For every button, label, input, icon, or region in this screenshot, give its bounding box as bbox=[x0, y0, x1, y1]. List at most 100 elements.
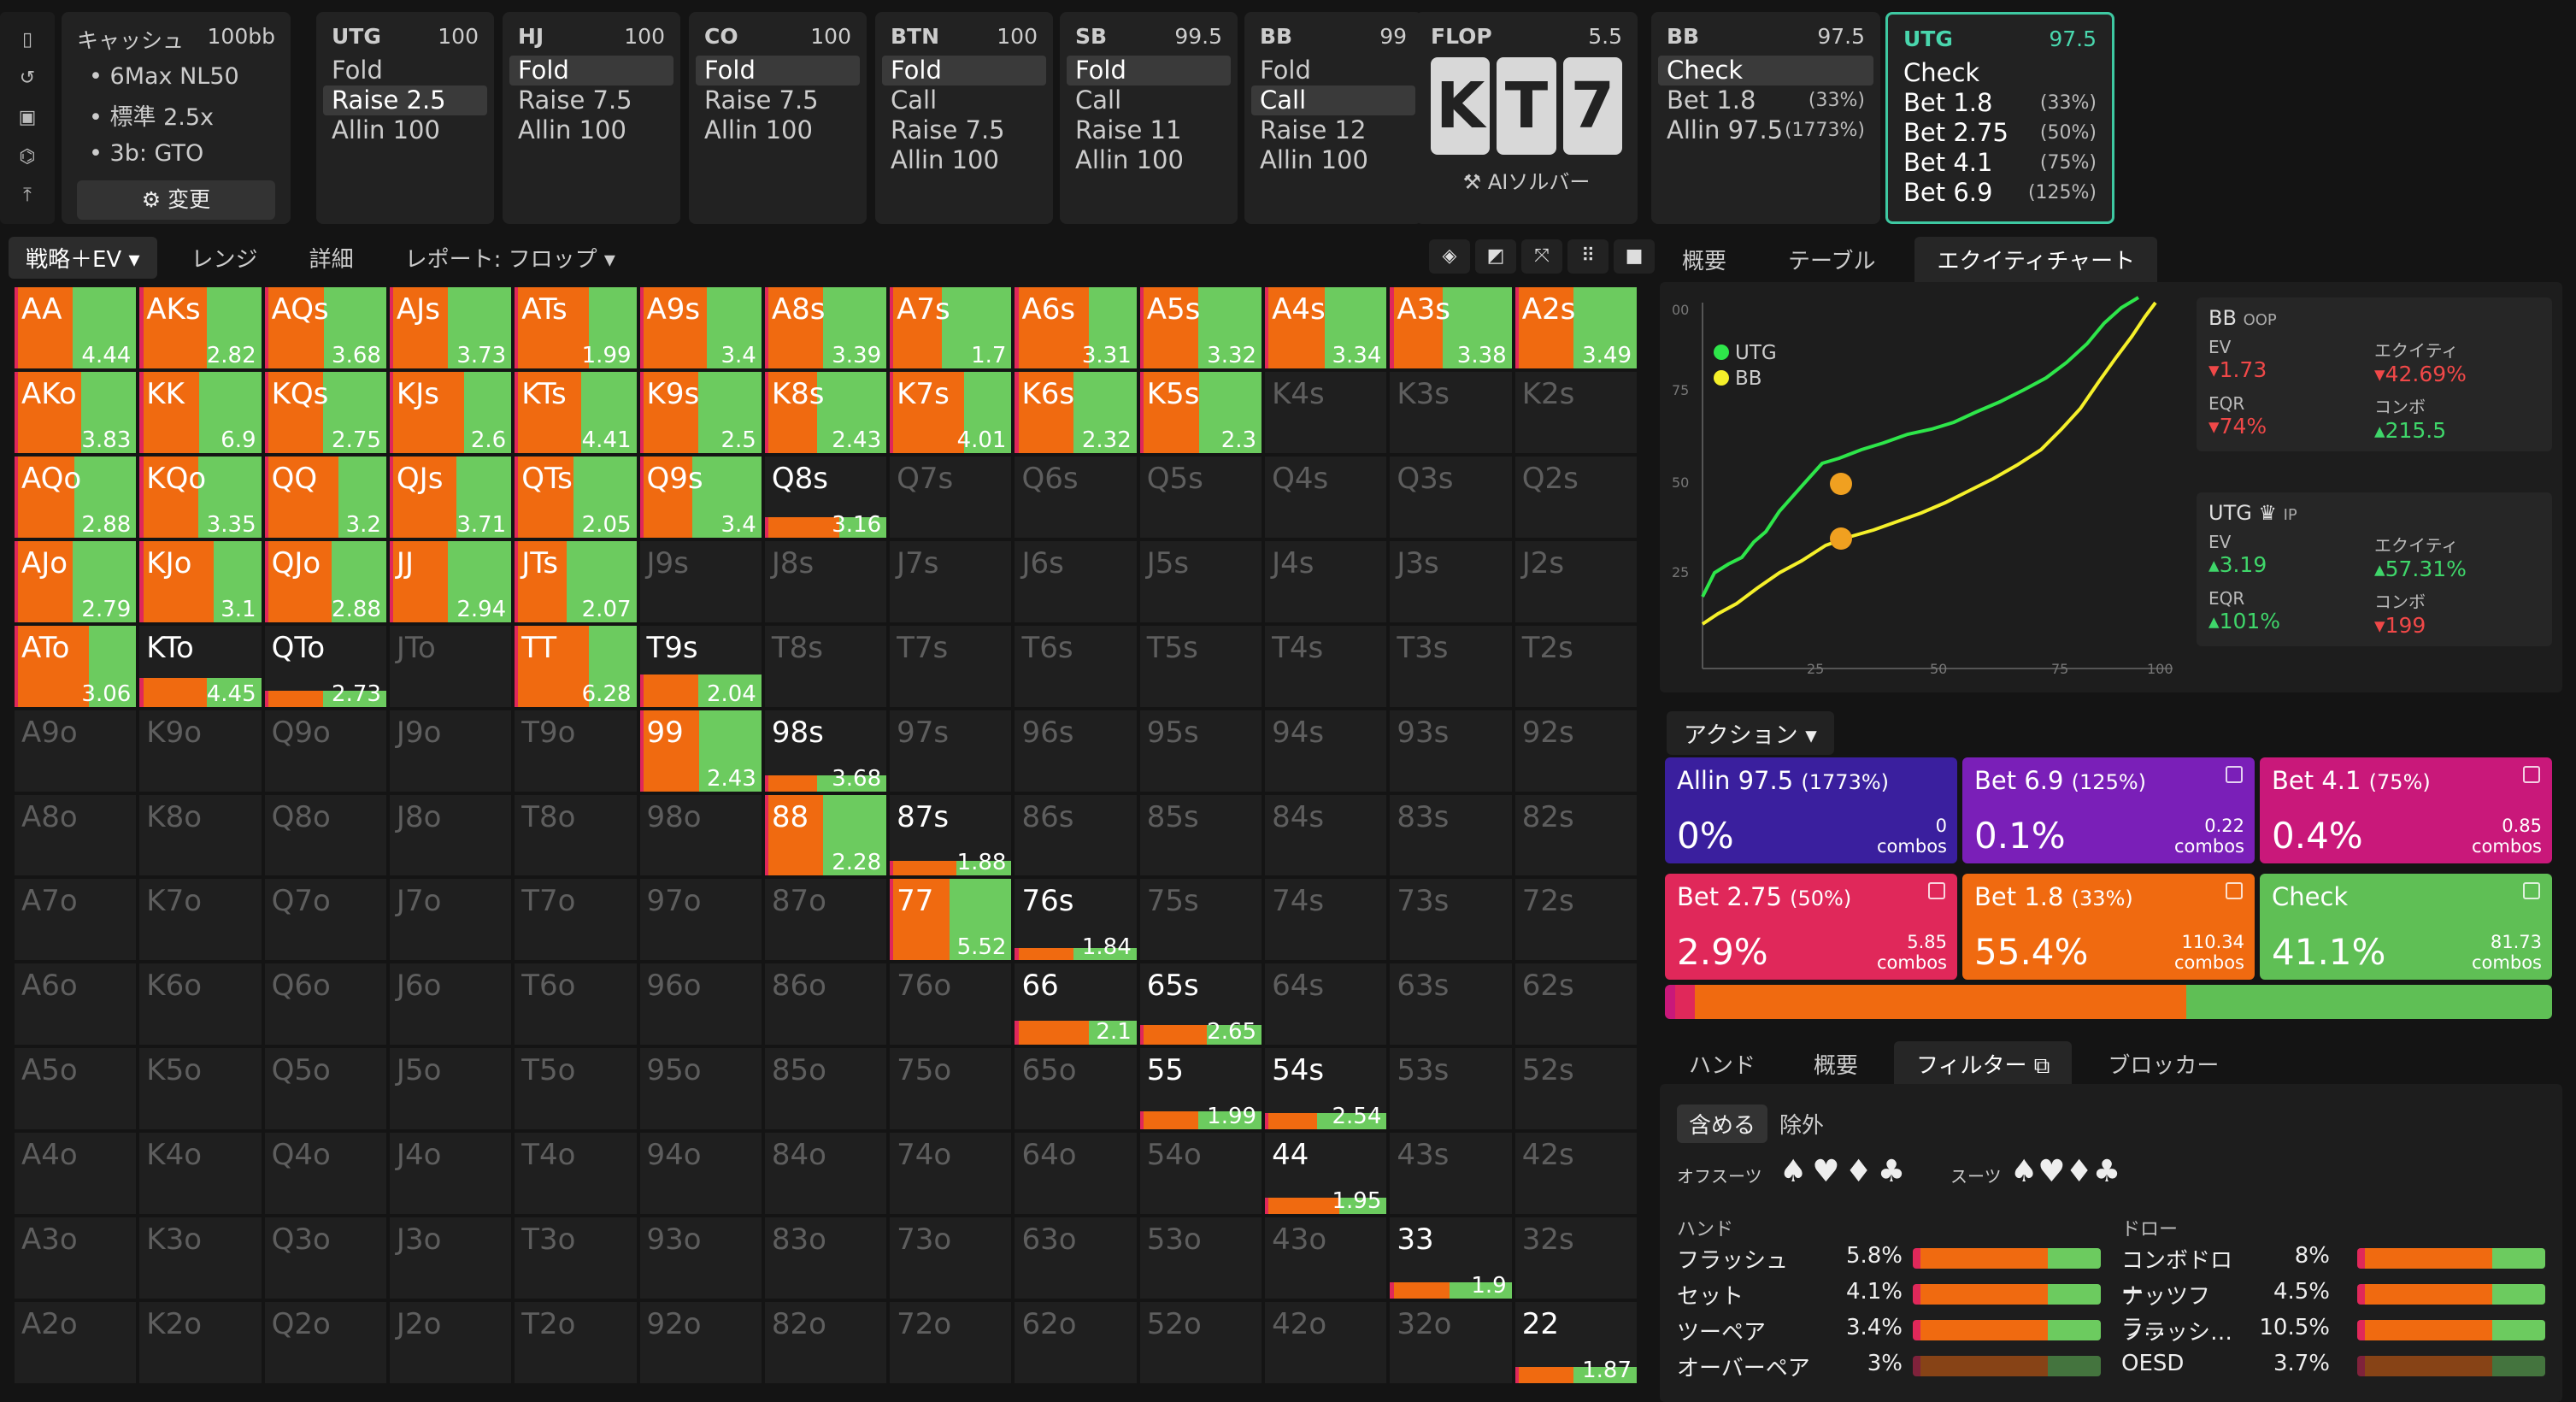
hand-cell-AJo[interactable]: AJo 2.79 bbox=[15, 540, 137, 622]
hand-cell-83s[interactable]: 83s bbox=[1390, 794, 1512, 876]
hand-cell-Q8s[interactable]: Q8s 3.16 bbox=[764, 456, 887, 538]
hand-cell-T7s[interactable]: T7s bbox=[890, 625, 1012, 707]
hand-cell-A4s[interactable]: A4s 3.34 bbox=[1265, 287, 1387, 368]
hand-cell-43s[interactable]: 43s bbox=[1390, 1133, 1512, 1215]
action-option[interactable]: Bet 1.8 (33%) bbox=[1667, 85, 1865, 115]
expand-icon[interactable]: ⤧ bbox=[1521, 239, 1562, 274]
hand-cell-Q4o[interactable]: Q4o bbox=[264, 1133, 386, 1215]
hand-cell-J5s[interactable]: J5s bbox=[1139, 540, 1262, 622]
hand-cell-32o[interactable]: 32o bbox=[1390, 1302, 1512, 1383]
hand-cell-53s[interactable]: 53s bbox=[1390, 1048, 1512, 1130]
hand-cell-J8o[interactable]: J8o bbox=[389, 794, 512, 876]
hand-cell-82s[interactable]: 82s bbox=[1514, 794, 1637, 876]
hand-cell-K5o[interactable]: K5o bbox=[139, 1048, 262, 1130]
hand-cell-63s[interactable]: 63s bbox=[1390, 963, 1512, 1046]
tab-hands[interactable]: ハンド bbox=[1689, 1053, 1756, 1079]
draw-category[interactable]: ナッツフラ… bbox=[2121, 1284, 2211, 1341]
hand-cell-43o[interactable]: 43o bbox=[1265, 1217, 1387, 1299]
hand-cell-95s[interactable]: 95s bbox=[1139, 710, 1262, 792]
hand-cell-T9o[interactable]: T9o bbox=[515, 710, 637, 792]
hand-cell-J9s[interactable]: J9s bbox=[639, 540, 762, 622]
action-option[interactable]: Bet 6.9 (125%) bbox=[1903, 178, 2097, 207]
hand-cell-J8s[interactable]: J8s bbox=[764, 540, 887, 622]
hand-cell-T6s[interactable]: T6s bbox=[1015, 625, 1137, 707]
hand-cell-A3o[interactable]: A3o bbox=[15, 1217, 137, 1299]
hand-cell-KTs[interactable]: KTs 4.41 bbox=[515, 371, 637, 453]
exclude-toggle[interactable]: 除外 bbox=[1779, 1113, 1825, 1139]
bb-node-panel[interactable]: BB 97.5 Check Bet 1.8 (33%) Allin 97.5 (1773%) bbox=[1651, 12, 1880, 224]
hand-cell-A9o[interactable]: A9o bbox=[15, 710, 137, 792]
hand-cell-K7s[interactable]: K7s 4.01 bbox=[890, 371, 1012, 453]
action-card[interactable]: Bet 4.1 (75%) 0.4% 0.85 combos bbox=[2260, 757, 2552, 863]
hand-cell-Q8o[interactable]: Q8o bbox=[264, 794, 386, 876]
hand-cell-Q6o[interactable]: Q6o bbox=[264, 963, 386, 1046]
hand-cell-K3s[interactable]: K3s bbox=[1390, 371, 1512, 453]
hand-cell-T7o[interactable]: T7o bbox=[515, 879, 637, 961]
hand-cell-KK[interactable]: KK 6.9 bbox=[139, 371, 262, 453]
hand-cell-K9o[interactable]: K9o bbox=[139, 710, 262, 792]
action-card[interactable]: Check 41.1% 81.73 combos bbox=[2260, 874, 2552, 980]
cube-icon[interactable]: ◈ bbox=[1429, 239, 1470, 274]
draw-category[interactable]: コンボドロー bbox=[2121, 1248, 2233, 1305]
hand-cell-QTo[interactable]: QTo 2.73 bbox=[264, 625, 386, 707]
action-option[interactable]: Raise 11 bbox=[1075, 115, 1182, 144]
position-panel-utg[interactable]: UTG 100 Fold Raise 2.5 Allin 100 bbox=[316, 12, 494, 224]
position-panel-co[interactable]: CO 100 Fold Raise 7.5 Allin 100 bbox=[689, 12, 867, 224]
hand-cell-33[interactable]: 33 1.9 bbox=[1390, 1217, 1512, 1299]
hand-cell-ATs[interactable]: ATs 1.99 bbox=[515, 287, 637, 368]
action-option[interactable]: Raise 7.5 bbox=[891, 115, 1005, 144]
hand-category[interactable]: オーバーペア bbox=[1677, 1356, 1810, 1381]
hand-cell-93s[interactable]: 93s bbox=[1390, 710, 1512, 792]
hand-cell-87o[interactable]: 87o bbox=[764, 879, 887, 961]
hand-cell-K4o[interactable]: K4o bbox=[139, 1133, 262, 1215]
draw-category[interactable]: フラッシ… bbox=[2121, 1320, 2233, 1346]
hand-cell-75o[interactable]: 75o bbox=[890, 1048, 1012, 1130]
hand-cell-T4o[interactable]: T4o bbox=[515, 1133, 637, 1215]
hand-cell-A2s[interactable]: A2s 3.49 bbox=[1514, 287, 1637, 368]
action-option[interactable]: Fold bbox=[882, 56, 1046, 85]
hand-cell-T4s[interactable]: T4s bbox=[1265, 625, 1387, 707]
action-option[interactable]: Allin 100 bbox=[1075, 145, 1184, 174]
hand-cell-AKo[interactable]: AKo 3.83 bbox=[15, 371, 137, 453]
hand-cell-K3o[interactable]: K3o bbox=[139, 1217, 262, 1299]
action-option[interactable]: Fold bbox=[332, 56, 383, 85]
hand-cell-JTo[interactable]: JTo bbox=[389, 625, 512, 707]
hand-cell-99[interactable]: 99 2.43 bbox=[639, 710, 762, 792]
hand-cell-K5s[interactable]: K5s 2.3 bbox=[1139, 371, 1262, 453]
action-option[interactable]: Allin 100 bbox=[891, 145, 999, 174]
hand-cell-K4s[interactable]: K4s bbox=[1265, 371, 1387, 453]
action-card[interactable]: Allin 97.5 (1773%) 0% 0 combos bbox=[1665, 757, 1957, 863]
bookmark-icon[interactable]: ▯ bbox=[21, 28, 33, 50]
hand-cell-K6s[interactable]: K6s 2.32 bbox=[1015, 371, 1137, 453]
action-option[interactable]: Allin 100 bbox=[332, 115, 440, 144]
hand-cell-Q7o[interactable]: Q7o bbox=[264, 879, 386, 961]
hand-cell-88[interactable]: 88 2.28 bbox=[764, 794, 887, 876]
hand-cell-J3s[interactable]: J3s bbox=[1390, 540, 1512, 622]
hand-cell-63o[interactable]: 63o bbox=[1015, 1217, 1137, 1299]
hand-cell-64s[interactable]: 64s bbox=[1265, 963, 1387, 1046]
hand-cell-86o[interactable]: 86o bbox=[764, 963, 887, 1046]
hand-cell-84s[interactable]: 84s bbox=[1265, 794, 1387, 876]
draw-category[interactable]: OESD bbox=[2121, 1351, 2185, 1376]
hand-cell-T5s[interactable]: T5s bbox=[1139, 625, 1262, 707]
hand-cell-72s[interactable]: 72s bbox=[1514, 879, 1637, 961]
hand-cell-A8s[interactable]: A8s 3.39 bbox=[764, 287, 887, 368]
hand-cell-KTo[interactable]: KTo 4.45 bbox=[139, 625, 262, 707]
action-option[interactable]: Allin 97.5 (1773%) bbox=[1667, 115, 1865, 144]
action-option[interactable]: Fold bbox=[1260, 56, 1311, 85]
action-card[interactable]: Bet 2.75 (50%) 2.9% 5.85 combos bbox=[1665, 874, 1957, 980]
action-option[interactable]: Check bbox=[1658, 56, 1873, 85]
tab-table[interactable]: テーブル bbox=[1788, 248, 1876, 274]
contrast-icon[interactable]: ◩ bbox=[1475, 239, 1516, 274]
hand-cell-T2o[interactable]: T2o bbox=[515, 1302, 637, 1383]
hand-cell-K9s[interactable]: K9s 2.5 bbox=[639, 371, 762, 453]
hand-cell-66[interactable]: 66 2.1 bbox=[1015, 963, 1137, 1046]
hand-cell-Q2o[interactable]: Q2o bbox=[264, 1302, 386, 1383]
tab-details[interactable]: 詳細 bbox=[309, 246, 354, 273]
hand-cell-AQo[interactable]: AQo 2.88 bbox=[15, 456, 137, 538]
hand-cell-96s[interactable]: 96s bbox=[1015, 710, 1137, 792]
action-option[interactable]: Bet 4.1 (75%) bbox=[1903, 148, 2097, 177]
position-panel-bb[interactable]: BB 99 Fold Call Raise 12 Allin 100 bbox=[1244, 12, 1422, 224]
hand-cell-J2o[interactable]: J2o bbox=[389, 1302, 512, 1383]
hand-cell-K2s[interactable]: K2s bbox=[1514, 371, 1637, 453]
